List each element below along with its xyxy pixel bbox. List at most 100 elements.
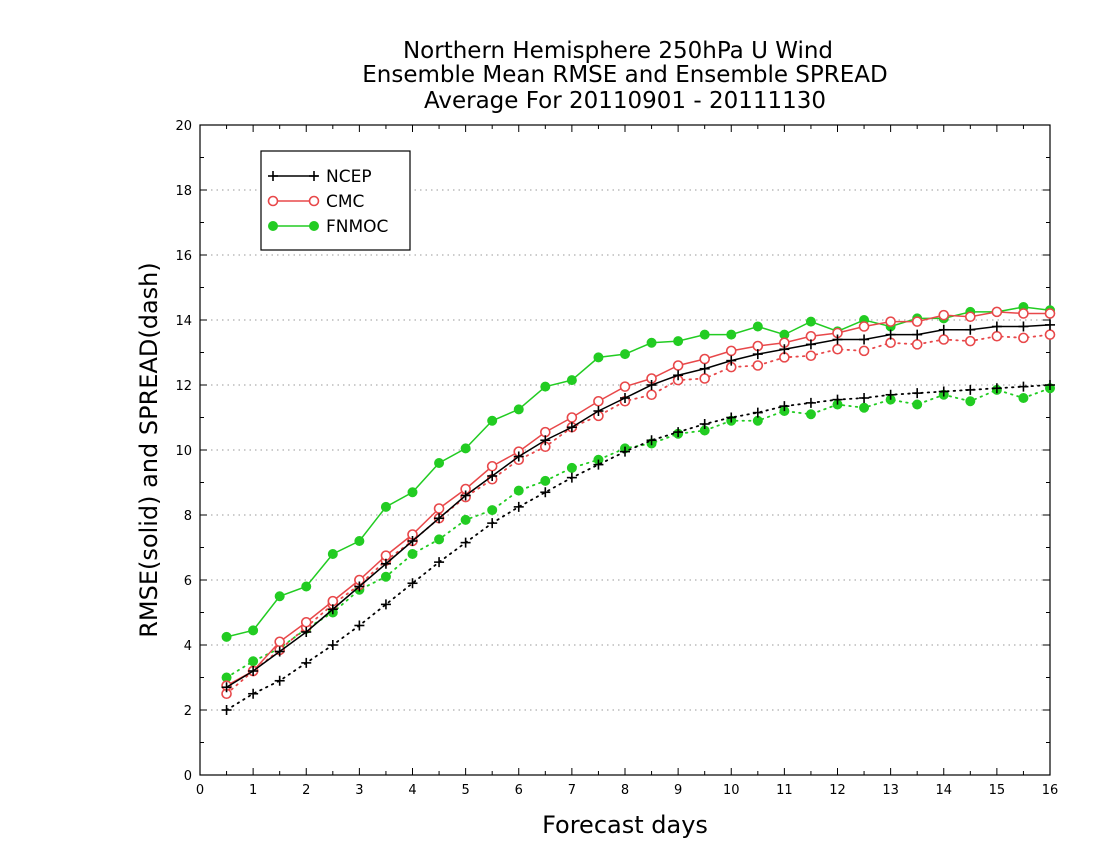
legend-cmc-marker-right <box>308 195 320 207</box>
series-cmc-spread-point <box>991 330 1003 342</box>
series-cmc-spread-point <box>858 345 870 357</box>
series-ncep-rmse-point <box>726 355 737 366</box>
series-fnmoc-rmse-point <box>274 591 285 602</box>
series-ncep-rmse-point <box>327 604 338 615</box>
series-fnmoc-rmse-point <box>699 329 710 340</box>
series-ncep-spread-point <box>965 384 976 395</box>
title-line-2: Ensemble Mean RMSE and Ensemble SPREAD <box>362 62 887 88</box>
series-fnmoc-rmse-point <box>566 375 577 386</box>
series-ncep-spread-point <box>1018 381 1029 392</box>
series-fnmoc-rmse-point <box>646 337 657 348</box>
series-ncep-spread-point <box>646 435 657 446</box>
y-tick-label: 10 <box>175 444 192 459</box>
series-fnmoc-rmse-point <box>460 443 471 454</box>
series-ncep-spread-point <box>460 537 471 548</box>
y-tick-label: 4 <box>184 639 192 654</box>
series-cmc-rmse-point <box>593 395 604 407</box>
x-tick-label: 15 <box>989 783 1006 798</box>
y-tick-label: 0 <box>184 769 192 784</box>
series-fnmoc-rmse-point <box>354 536 365 546</box>
series-fnmoc-rmse-point <box>327 549 338 559</box>
y-tick-label: 16 <box>175 249 192 264</box>
x-tick-label: 10 <box>723 783 740 798</box>
x-tick-label: 11 <box>776 783 793 798</box>
series-ncep-rmse-point <box>620 393 630 403</box>
series-fnmoc-rmse-point <box>752 321 763 332</box>
series-fnmoc-rmse-point <box>248 625 259 636</box>
series-fnmoc-rmse-point <box>805 316 816 327</box>
series-ncep-rmse-point <box>1018 321 1029 332</box>
series-ncep-spread-point <box>673 427 684 438</box>
y-tick-label: 14 <box>175 314 192 329</box>
series-ncep-rmse-point <box>540 435 551 446</box>
y-tick-label: 2 <box>184 704 192 719</box>
series-cmc-spread-point <box>699 373 710 384</box>
series-ncep-spread-point <box>885 389 896 400</box>
series-fnmoc-rmse-point <box>513 404 524 415</box>
series-ncep-rmse-point <box>965 324 976 335</box>
series-ncep-rmse-point <box>752 349 763 360</box>
series-ncep-spread-point <box>752 407 763 418</box>
series-cmc-spread-point <box>805 350 817 362</box>
y-tick-label: 20 <box>175 119 192 134</box>
legend-ncep-marker-right <box>309 171 319 181</box>
series-fnmoc-spread-point <box>566 462 577 473</box>
series-fnmoc-spread-point <box>407 549 418 559</box>
series-ncep-spread-point <box>805 397 816 408</box>
series-ncep-rmse-point <box>912 329 923 340</box>
series-fnmoc-spread-point <box>248 656 259 667</box>
series-fnmoc-spread-line <box>225 387 1051 679</box>
series-fnmoc-rmse-point <box>221 631 232 642</box>
x-tick-label: 4 <box>408 783 416 798</box>
series-ncep-rmse-point <box>566 422 577 433</box>
series-fnmoc-rmse-point <box>407 487 418 498</box>
x-tick-label: 2 <box>302 783 310 798</box>
series-ncep-rmse-line <box>226 324 1051 688</box>
series-fnmoc-rmse-point <box>726 329 737 340</box>
y-tick-label: 8 <box>184 509 192 524</box>
x-tick-label: 3 <box>355 783 363 798</box>
series-cmc-spread-point <box>752 360 764 371</box>
series-ncep-spread-point <box>407 578 418 589</box>
x-axis-label: Forecast days <box>542 811 708 839</box>
series-ncep-rmse-point <box>699 363 710 374</box>
series-ncep-spread-point <box>248 688 259 699</box>
series-fnmoc-rmse-point <box>673 336 684 347</box>
series-ncep-spread-point <box>991 383 1002 394</box>
series-ncep-rmse-point <box>779 344 790 355</box>
x-tick-label: 1 <box>249 783 257 798</box>
series-ncep-rmse-point <box>407 536 418 546</box>
legend-fnmoc-label: FNMOC <box>326 217 388 237</box>
series-layer <box>221 302 1056 715</box>
series-ncep-rmse-point <box>885 329 896 340</box>
series-ncep-rmse-point <box>460 490 471 501</box>
series-cmc-rmse-point <box>965 311 976 323</box>
series-ncep-rmse-point <box>487 471 498 481</box>
series-fnmoc-spread-point <box>434 534 445 545</box>
x-tick-label: 14 <box>935 783 952 798</box>
series-ncep-spread-point <box>301 657 312 668</box>
series-ncep-spread-point <box>274 675 285 686</box>
x-tick-label: 5 <box>461 783 469 798</box>
series-ncep-rmse-point <box>1045 319 1055 330</box>
series-ncep-spread-point <box>859 393 870 403</box>
series-cmc-rmse-point <box>274 636 285 648</box>
series-ncep-rmse-point <box>274 646 285 657</box>
series-fnmoc-rmse-point <box>434 458 445 468</box>
x-tick-label: 7 <box>568 783 576 798</box>
x-tick-label: 12 <box>829 783 846 798</box>
series-ncep-rmse-point <box>938 324 949 335</box>
series-ncep-spread-point <box>354 620 365 631</box>
series-ncep-spread-point <box>779 401 790 412</box>
series-ncep-rmse-point <box>991 321 1002 332</box>
title-line-1: Northern Hemisphere 250hPa U Wind <box>403 38 833 64</box>
series-cmc-rmse-point <box>1044 308 1056 319</box>
series-cmc-spread-point <box>965 335 976 347</box>
series-cmc-spread-point <box>938 334 950 345</box>
series-cmc-rmse-point <box>566 412 578 423</box>
series-cmc-rmse-point <box>699 353 710 365</box>
series-fnmoc-rmse-point <box>620 349 630 360</box>
x-tick-label: 6 <box>515 783 523 798</box>
series-cmc-rmse-point <box>885 316 896 327</box>
